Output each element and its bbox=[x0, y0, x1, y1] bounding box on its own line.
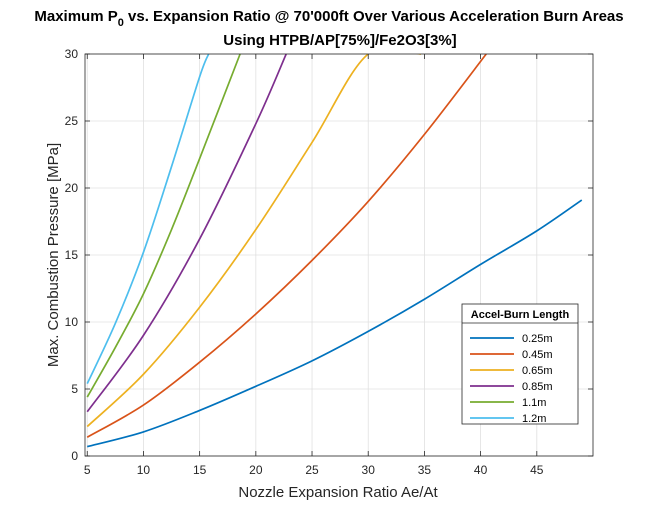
series-line-0-25m bbox=[87, 199, 583, 448]
series-group bbox=[86, 54, 583, 448]
series-line-1-2m bbox=[86, 54, 210, 384]
series-line-1-1m bbox=[86, 54, 241, 398]
x-tick-label: 15 bbox=[193, 463, 207, 477]
legend-label: 1.1m bbox=[522, 397, 546, 409]
x-tick-label: 45 bbox=[530, 463, 544, 477]
legend-label: 0.25m bbox=[522, 333, 553, 345]
y-tick-label: 5 bbox=[71, 382, 78, 396]
legend-label: 0.85m bbox=[522, 381, 553, 393]
x-tick-label: 35 bbox=[418, 463, 432, 477]
legend-box bbox=[461, 303, 579, 425]
x-tick-label: 40 bbox=[474, 463, 488, 477]
legend-items: 0.25m 0.45m 0.65m 0.85m 1.1m 1.2m bbox=[470, 333, 553, 425]
y-tick-label: 0 bbox=[71, 449, 78, 463]
x-tick-label: 20 bbox=[249, 463, 263, 477]
legend: Accel-Burn Length 0.25m 0.45m 0.65m 0.85m 1.… bbox=[461, 303, 579, 425]
chart-subtitle: Using HTPB/AP[75%]/Fe2O3[3%] bbox=[223, 32, 456, 49]
x-tick-label: 30 bbox=[362, 463, 376, 477]
y-tick-label: 10 bbox=[65, 315, 79, 329]
series-line-0-85m bbox=[86, 54, 287, 413]
y-tick-label: 20 bbox=[65, 181, 79, 195]
chart-title: Maximum P0 vs. Expansion Ratio @ 70'000f… bbox=[34, 8, 623, 29]
legend-label: 0.45m bbox=[522, 349, 553, 361]
series-line-0-45m bbox=[86, 54, 487, 438]
y-axis-label: Max. Combustion Pressure [MPa] bbox=[45, 143, 62, 367]
x-tick-label: 5 bbox=[84, 463, 91, 477]
x-axis-label: Nozzle Expansion Ratio Ae/At bbox=[238, 484, 438, 501]
x-tick-label: 10 bbox=[137, 463, 151, 477]
legend-label: 0.65m bbox=[522, 365, 553, 377]
legend-title: Accel-Burn Length bbox=[471, 309, 570, 321]
y-tick-label: 15 bbox=[65, 248, 79, 262]
legend-label: 1.2m bbox=[522, 413, 546, 425]
y-tick-label: 30 bbox=[65, 47, 79, 61]
x-tick-label: 25 bbox=[305, 463, 319, 477]
series-line-0-65m bbox=[86, 54, 422, 428]
y-tick-label: 25 bbox=[65, 114, 79, 128]
